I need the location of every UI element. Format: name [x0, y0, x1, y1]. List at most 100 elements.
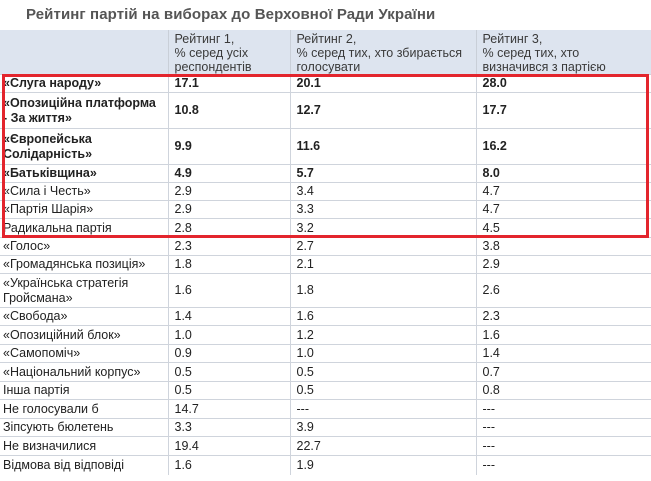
rating-1-cell: 17.1 [167, 74, 290, 93]
rating-3-cell: 3.8 [475, 237, 651, 256]
table-body: «Слуга народу» 17.1 20.1 28.0 «Опозиційна пл… [0, 74, 651, 475]
rating-3-cell: 1.4 [475, 344, 651, 363]
rating-2-cell: 0.5 [289, 362, 476, 382]
rating-2-cell: 2.1 [289, 255, 476, 274]
party-cell: Не голосували б [0, 399, 168, 419]
party-cell: «Українська стратегія Гройсмана» [0, 273, 168, 308]
rating-2-cell: 1.9 [289, 455, 476, 475]
rating-1-cell: 1.6 [167, 455, 290, 475]
table-row: Інша партія 0.5 0.5 0.8 [0, 381, 651, 400]
party-cell: «Слуга народу» [0, 74, 168, 93]
rating-2-cell: 2.7 [289, 237, 476, 256]
party-cell: Інша партія [0, 381, 168, 400]
party-cell: «Батьківщина» [0, 164, 168, 183]
rating-1-cell: 14.7 [167, 399, 290, 419]
rating-2-cell: --- [289, 399, 476, 419]
rating-3-cell: 2.6 [475, 273, 651, 308]
header-party [0, 30, 168, 75]
rating-1-cell: 4.9 [167, 164, 290, 183]
party-cell: Радикальна партія [0, 218, 168, 238]
ratings-table: Рейтинг 1,% серед усіх респондентів Рейт… [0, 30, 651, 475]
rating-3-cell: 0.8 [475, 381, 651, 400]
rating-1-cell: 0.5 [167, 381, 290, 400]
rating-3-cell: 4.7 [475, 200, 651, 219]
rating-3-cell: 4.5 [475, 218, 651, 238]
party-cell: «Сила і Честь» [0, 182, 168, 201]
table-row: «Свобода» 1.4 1.6 2.3 [0, 307, 651, 326]
party-cell: Зіпсують бюлетень [0, 418, 168, 437]
table-row: «Самопоміч» 0.9 1.0 1.4 [0, 344, 651, 363]
rating-2-cell: 11.6 [289, 128, 476, 165]
party-cell: «Громадянська позиція» [0, 255, 168, 274]
rating-2-cell: 1.8 [289, 273, 476, 308]
party-cell: «Голос» [0, 237, 168, 256]
table-row: «Європейська Солідарність» 9.9 11.6 16.2 [0, 128, 651, 165]
rating-2-cell: 20.1 [289, 74, 476, 93]
rating-1-cell: 2.9 [167, 200, 290, 219]
header-rating-2: Рейтинг 2,% серед тих, хто збирається го… [289, 30, 476, 75]
rating-2-cell: 3.9 [289, 418, 476, 437]
table-row: «Громадянська позиція» 1.8 2.1 2.9 [0, 255, 651, 274]
party-cell: Відмова від відповіді [0, 455, 168, 475]
rating-1-cell: 0.5 [167, 362, 290, 382]
rating-3-cell: 4.7 [475, 182, 651, 201]
party-cell: «Свобода» [0, 307, 168, 326]
party-cell: Не визначилися [0, 436, 168, 456]
rating-1-cell: 1.6 [167, 273, 290, 308]
rating-2-cell: 1.0 [289, 344, 476, 363]
rating-2-cell: 1.2 [289, 325, 476, 345]
header-rating-1: Рейтинг 1,% серед усіх респондентів [167, 30, 290, 75]
rating-1-cell: 10.8 [167, 92, 290, 129]
rating-1-cell: 1.0 [167, 325, 290, 345]
rating-3-cell: 16.2 [475, 128, 651, 165]
table-row: «Батьківщина» 4.9 5.7 8.0 [0, 164, 651, 183]
rating-2-cell: 3.4 [289, 182, 476, 201]
rating-1-cell: 1.8 [167, 255, 290, 274]
table-row: «Партія Шарія» 2.9 3.3 4.7 [0, 200, 651, 219]
rating-1-cell: 0.9 [167, 344, 290, 363]
rating-3-cell: 2.3 [475, 307, 651, 326]
party-cell: «Опозиційна платформа - За життя» [0, 92, 168, 129]
rating-3-cell: --- [475, 436, 651, 456]
rating-3-cell: 17.7 [475, 92, 651, 129]
table-row: Радикальна партія 2.8 3.2 4.5 [0, 218, 651, 238]
table-row: «Голос» 2.3 2.7 3.8 [0, 237, 651, 256]
table-row: Відмова від відповіді 1.6 1.9 --- [0, 455, 651, 475]
table-row: «Опозиційний блок» 1.0 1.2 1.6 [0, 325, 651, 345]
rating-3-cell: --- [475, 418, 651, 437]
rating-3-cell: 28.0 [475, 74, 651, 93]
rating-3-cell: 1.6 [475, 325, 651, 345]
page-title: Рейтинг партій на виборах до Верховної Р… [26, 6, 436, 23]
rating-2-cell: 1.6 [289, 307, 476, 326]
table-row: Не визначилися 19.4 22.7 --- [0, 436, 651, 456]
rating-2-cell: 0.5 [289, 381, 476, 400]
party-cell: «Партія Шарія» [0, 200, 168, 219]
table-row: Зіпсують бюлетень 3.3 3.9 --- [0, 418, 651, 437]
table-row: «Національний корпус» 0.5 0.5 0.7 [0, 362, 651, 382]
party-cell: «Європейська Солідарність» [0, 128, 168, 165]
rating-1-cell: 1.4 [167, 307, 290, 326]
rating-1-cell: 19.4 [167, 436, 290, 456]
table-row: «Сила і Честь» 2.9 3.4 4.7 [0, 182, 651, 201]
rating-1-cell: 3.3 [167, 418, 290, 437]
party-cell: «Опозиційний блок» [0, 325, 168, 345]
table-row: «Опозиційна платформа - За життя» 10.8 12.… [0, 92, 651, 129]
rating-3-cell: 2.9 [475, 255, 651, 274]
rating-2-cell: 22.7 [289, 436, 476, 456]
rating-1-cell: 2.3 [167, 237, 290, 256]
rating-1-cell: 9.9 [167, 128, 290, 165]
rating-1-cell: 2.8 [167, 218, 290, 238]
table-row: «Українська стратегія Гройсмана» 1.6 1.8 2.… [0, 273, 651, 308]
party-cell: «Національний корпус» [0, 362, 168, 382]
rating-3-cell: --- [475, 399, 651, 419]
rating-2-cell: 3.2 [289, 218, 476, 238]
rating-3-cell: --- [475, 455, 651, 475]
party-cell: «Самопоміч» [0, 344, 168, 363]
table-row: «Слуга народу» 17.1 20.1 28.0 [0, 74, 651, 93]
rating-2-cell: 12.7 [289, 92, 476, 129]
header-rating-3: Рейтинг 3,% серед тих, хто визначився з … [475, 30, 651, 75]
table-header-row: Рейтинг 1,% серед усіх респондентів Рейт… [0, 30, 651, 75]
rating-2-cell: 3.3 [289, 200, 476, 219]
rating-1-cell: 2.9 [167, 182, 290, 201]
rating-3-cell: 8.0 [475, 164, 651, 183]
